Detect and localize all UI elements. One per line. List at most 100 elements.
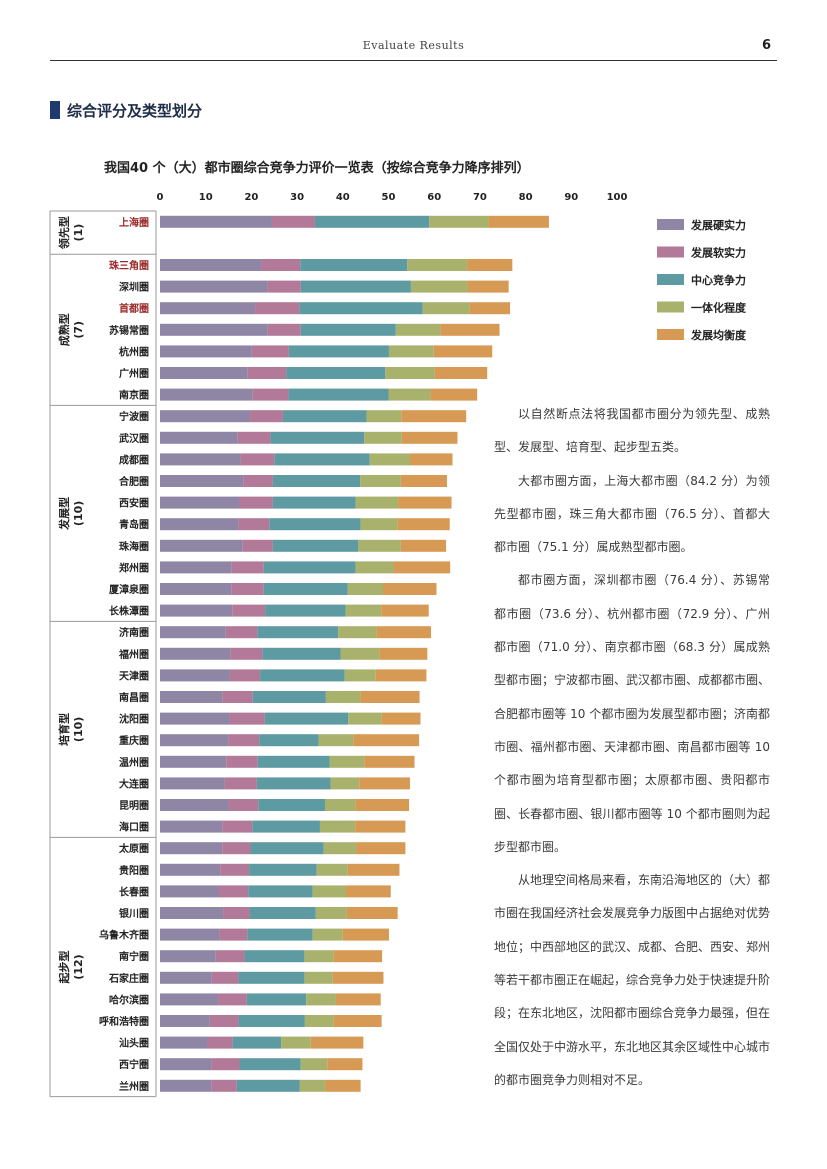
bar-segment: [160, 950, 216, 963]
bar-segment: [160, 561, 232, 574]
bar-segment: [160, 971, 212, 984]
bar-segment: [231, 583, 264, 595]
x-tick-label: 50: [382, 192, 396, 203]
category-label: 深圳圈: [119, 281, 149, 294]
bar-segment: [250, 842, 324, 855]
bar-segment: [209, 1015, 239, 1027]
bar-segment: [376, 626, 432, 639]
bar-segment: [299, 302, 423, 315]
bar-segment: [236, 1079, 300, 1092]
bar-segment: [240, 453, 275, 466]
bar-segment: [355, 561, 394, 574]
x-tick-label: 0: [157, 192, 164, 203]
bar-segment: [401, 410, 467, 423]
bar-segment: [160, 799, 229, 811]
bar-segment: [160, 410, 251, 423]
bar-segment: [353, 734, 420, 747]
bar-segment: [211, 1058, 240, 1071]
bar-segment: [300, 323, 396, 336]
bar-segment: [397, 518, 450, 531]
bar-segment: [249, 863, 317, 876]
bar-segment: [267, 280, 301, 293]
bar-segment: [262, 647, 341, 660]
category-label: 厦漳泉圈: [109, 583, 149, 596]
bar-segment: [265, 604, 346, 617]
category-label: 苏锡常圈: [109, 324, 149, 337]
bar-segment: [160, 647, 231, 660]
bar-segment: [160, 388, 253, 401]
category-label: 南宁圈: [119, 950, 149, 963]
bar-segment: [160, 215, 272, 228]
bar-segment: [160, 734, 229, 747]
group-label: 领先型(1): [57, 216, 85, 250]
category-label: 汕头圈: [119, 1037, 149, 1050]
bar-segment: [286, 367, 386, 379]
group-label: 培育型(10): [57, 713, 85, 746]
category-label: 广州圈: [119, 367, 149, 380]
bar-segment: [160, 345, 252, 358]
bar-segment: [360, 475, 401, 487]
bar-segment: [333, 950, 383, 963]
bar-segment: [160, 539, 243, 552]
bar-segment: [356, 842, 406, 855]
bar-segment: [488, 215, 549, 228]
bar-segment: [348, 712, 382, 725]
bar-segment: [400, 539, 447, 552]
bar-segment: [250, 410, 283, 423]
bar-segment: [251, 345, 289, 358]
bar-segment: [160, 777, 225, 790]
category-label: 银川圈: [119, 907, 149, 920]
bar-segment: [242, 539, 273, 552]
category-label: 哈尔滨圈: [109, 993, 149, 1006]
bar-segment: [269, 518, 361, 531]
page-number: 6: [762, 38, 772, 53]
legend-label: 发展均衡度: [690, 328, 747, 342]
bar-segment: [252, 388, 289, 401]
bar-segment: [232, 604, 266, 617]
bar-segment: [160, 518, 239, 531]
category-label: 西安圈: [119, 497, 149, 510]
bar-segment: [379, 647, 428, 660]
category-label: 长株潭圈: [109, 605, 149, 618]
bar-segment: [409, 453, 453, 466]
bar-segment: [381, 604, 429, 617]
bar-segment: [232, 1036, 282, 1049]
bar-segment: [160, 928, 220, 941]
bar-segment: [312, 885, 346, 898]
bar-segment: [360, 691, 420, 703]
bar-segment: [228, 734, 260, 747]
bar-segment: [393, 561, 451, 574]
bar-segment: [299, 1079, 326, 1092]
group-count: (10): [72, 717, 85, 742]
category-label: 杭州圈: [119, 345, 149, 358]
bar-segment: [469, 302, 511, 315]
group-count: (10): [72, 501, 85, 526]
bar-segment: [218, 885, 249, 898]
bar-segment: [300, 259, 408, 271]
bar-segment: [467, 280, 509, 293]
bar-segment: [340, 647, 380, 660]
section-title: 综合评分及类型划分: [67, 102, 203, 120]
bar-segment: [333, 1015, 382, 1027]
bar-segment: [359, 777, 410, 790]
bar-segment: [304, 1015, 334, 1027]
bar-segment: [238, 518, 270, 531]
bar-segment: [207, 1036, 233, 1049]
category-label: 郑州圈: [119, 561, 149, 574]
group-count: (12): [72, 954, 85, 979]
bar-segment: [218, 993, 247, 1006]
paragraph: 都市圈方面，深圳都市圈（76.4 分）、苏锡常都市圈（73.6 分）、杭州都市圈…: [494, 573, 771, 854]
bar-segment: [330, 777, 360, 790]
bar-segment: [239, 1058, 301, 1071]
category-label: 首都圈: [119, 302, 149, 315]
bar-segment: [310, 1036, 364, 1049]
bar-segment: [211, 971, 239, 984]
bar-segment: [160, 1079, 212, 1092]
category-label: 珠海圈: [119, 540, 149, 553]
bar-segment: [263, 583, 348, 595]
category-label: 南昌圈: [119, 691, 149, 704]
bar-segment: [300, 280, 411, 293]
category-label: 太原圈: [118, 842, 149, 855]
bar-segment: [325, 1079, 361, 1092]
bar-segment: [160, 842, 223, 855]
